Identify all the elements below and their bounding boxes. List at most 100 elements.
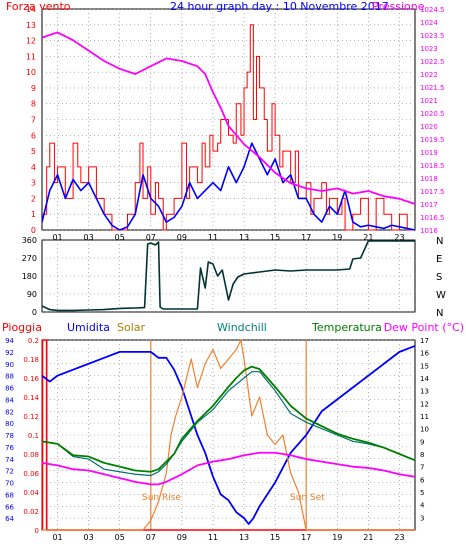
dewpoint-label: Dew Point (°C) (384, 321, 464, 334)
temperature-y-tick-label: 14 (420, 375, 429, 383)
wind-y-tick-label: 6 (31, 131, 36, 140)
wind-y-tick-label: 9 (31, 84, 36, 93)
pressure-y-tick-label: 1017.5 (420, 188, 445, 196)
humidity-label: Umidita (67, 321, 110, 334)
pressure-y-tick-label: 1024.5 (420, 6, 445, 14)
hour-tick-label: 15 (270, 533, 280, 542)
rain-y-tick-label: 0.14 (23, 394, 39, 402)
temperature-y-tick-label: 16 (420, 350, 429, 358)
temperature-y-tick-label: 15 (420, 362, 429, 370)
pressure-y-tick-label: 1024 (420, 19, 438, 27)
rain-label: Pioggia (2, 321, 42, 334)
wind-y-tick-label: 12 (26, 37, 36, 46)
wind-y-tick-label: 11 (26, 52, 36, 61)
pressure-y-tick-label: 1017 (420, 201, 438, 209)
wind-y-tick-label: 8 (31, 100, 36, 109)
wind-y-tick-label: 1 (31, 210, 36, 219)
wind-y-tick-label: 10 (26, 68, 36, 77)
chart-title: 24 hour graph day : 10 Novembre 2017 (170, 0, 389, 13)
pressure-y-tick-label: 1022.5 (420, 58, 445, 66)
temperature-y-tick-label: 11 (420, 413, 429, 421)
pressure-y-tick-label: 1021.5 (420, 84, 445, 92)
temperature-y-tick-label: 3 (420, 514, 424, 522)
temperature-y-tick-label: 4 (420, 502, 425, 510)
hour-tick-label: 13 (239, 233, 249, 242)
rain-line (41, 339, 415, 531)
climate-panel-frame (41, 339, 416, 531)
hour-tick-label: 17 (301, 533, 311, 542)
temperature-y-tick-label: 12 (420, 400, 429, 408)
direction-panel-series (41, 240, 415, 312)
temperature-y-tick-label: 6 (420, 476, 425, 484)
pressure-y-tick-label: 1023.5 (420, 32, 445, 40)
wind-y-tick-label: 0 (31, 226, 36, 235)
rain-y-tick-label: 0.04 (23, 489, 39, 497)
humidity-y-tick-label: 82 (5, 408, 14, 416)
rain-y-tick-label: 0.06 (23, 470, 39, 478)
hour-tick-label: 23 (394, 233, 404, 242)
windchill-label: Windchill (217, 321, 267, 334)
humidity-y-tick-label: 66 (5, 503, 14, 511)
humidity-y-tick-label: 78 (5, 432, 14, 440)
hour-tick-label: 17 (301, 233, 311, 242)
humidity-y-tick-label: 64 (5, 515, 14, 523)
direction-y-tick-label: 90 (27, 290, 37, 299)
sunset-annotation: Sun Set (290, 493, 325, 503)
hour-tick-label: 19 (332, 533, 342, 542)
rain-y-tick-label: 0.16 (23, 375, 39, 383)
climate-panel-series (41, 339, 416, 531)
pressure-y-tick-label: 1018 (420, 175, 438, 183)
hour-tick-label: 05 (115, 233, 125, 242)
temperature-y-tick-label: 10 (420, 426, 429, 434)
humidity-y-tick-label: 90 (5, 361, 14, 369)
temperature-y-tick-label: 13 (420, 388, 429, 396)
wind-y-tick-label: 7 (31, 116, 36, 125)
compass-tick-label: S (436, 272, 442, 283)
wind-speed-line (42, 24, 415, 231)
hour-tick-label: 21 (363, 533, 373, 542)
compass-tick-label: E (436, 254, 442, 265)
pressure-y-tick-label: 1018.5 (420, 162, 445, 170)
direction-panel-grid (42, 239, 415, 313)
wind-direction-line (41, 240, 415, 312)
pressure-y-tick-label: 1023 (420, 45, 438, 53)
pressure-y-tick-label: 1020 (420, 123, 438, 131)
temperature-label: Temperatura (311, 321, 382, 334)
hour-tick-label: 11 (208, 233, 218, 242)
rain-y-tick-label: 0.18 (23, 356, 39, 364)
hour-tick-label: 13 (239, 533, 249, 542)
rain-y-tick-label: 0.2 (28, 337, 39, 345)
solar-label: Solar (117, 321, 146, 334)
rain-y-tick-label: 0.12 (23, 413, 39, 421)
rain-y-tick-label: 0 (35, 527, 39, 535)
direction-y-tick-label: 270 (22, 254, 37, 263)
pressure-label: Pressione (372, 0, 425, 13)
humidity-y-tick-label: 86 (5, 385, 14, 393)
wind-y-tick-label: 4 (31, 163, 36, 172)
wind-y-tick-label: 14 (26, 5, 36, 14)
hour-tick-label: 21 (363, 233, 373, 242)
hour-tick-label: 01 (52, 233, 62, 242)
compass-tick-label: N (436, 308, 443, 319)
pressure-y-tick-label: 1021 (420, 97, 438, 105)
temperature-line (41, 365, 416, 473)
rain-y-tick-label: 0.1 (28, 432, 39, 440)
pressure-y-tick-label: 1019 (420, 149, 438, 157)
humidity-y-tick-label: 72 (5, 468, 14, 476)
wind-y-tick-label: 5 (31, 147, 36, 156)
hour-tick-label: 03 (84, 533, 94, 542)
humidity-y-tick-label: 84 (5, 396, 14, 404)
wind-speed-label: Forza vento (6, 0, 71, 13)
temperature-y-tick-label: 8 (420, 451, 424, 459)
hour-tick-label: 19 (332, 233, 342, 242)
pressure-y-tick-label: 1016 (420, 227, 438, 235)
pressure-y-tick-label: 1020.5 (420, 110, 445, 118)
hour-tick-label: 07 (146, 233, 156, 242)
humidity-y-tick-label: 70 (5, 480, 14, 488)
hour-tick-label: 09 (177, 533, 187, 542)
hour-tick-label: 07 (146, 533, 156, 542)
dewpoint-line (41, 451, 416, 486)
humidity-line (41, 345, 416, 525)
hour-tick-label: 23 (394, 533, 404, 542)
